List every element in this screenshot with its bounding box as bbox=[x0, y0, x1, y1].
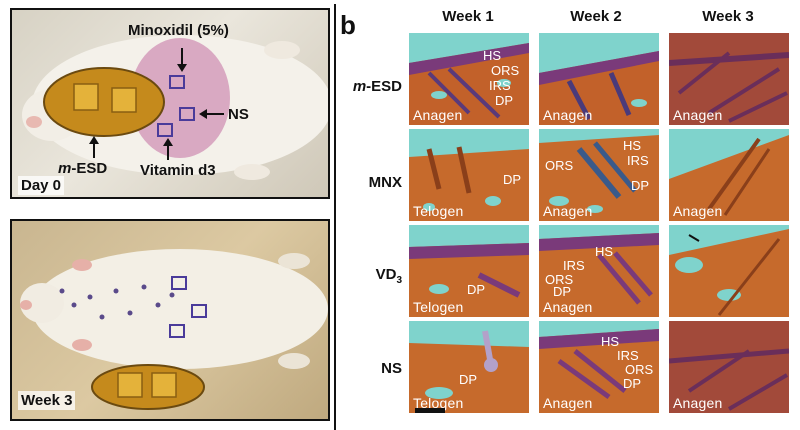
row-header-mnx-text: MNX bbox=[368, 174, 402, 191]
label-dp: DP bbox=[495, 93, 514, 108]
label-hs: HS bbox=[623, 138, 642, 153]
histology-image bbox=[539, 329, 659, 413]
label-irs: IRS bbox=[627, 153, 649, 168]
histology-image bbox=[539, 233, 659, 317]
row-header-vd3: VD3 bbox=[342, 266, 402, 286]
histology-image bbox=[669, 33, 789, 125]
stamp-day0: Day 0 bbox=[18, 176, 65, 195]
tile-vd3-week1: DP Telogen bbox=[408, 224, 530, 318]
row-header-ns: NS bbox=[342, 360, 402, 377]
label-dp: DP bbox=[623, 376, 642, 391]
label-hs: HS bbox=[595, 244, 614, 259]
label-hs: HS bbox=[601, 334, 620, 349]
label-device-rest: -ESD bbox=[71, 160, 108, 177]
label-irs: IRS bbox=[617, 348, 639, 363]
column-header-week2: Week 2 bbox=[570, 8, 622, 25]
photo-day0: Minoxidil (5%) NS m-ESD Vitamin d3 Day 0 bbox=[10, 8, 330, 199]
label-vitamin: Vitamin d3 bbox=[140, 162, 216, 179]
rat-illustration-day0 bbox=[22, 35, 328, 180]
histology-image bbox=[669, 229, 789, 317]
label-ors: ORS bbox=[625, 362, 654, 377]
label-dp: DP bbox=[503, 172, 522, 187]
label-dp: DP bbox=[467, 282, 486, 297]
histology-image bbox=[409, 146, 529, 221]
histology-image bbox=[539, 51, 659, 125]
histology-image bbox=[539, 135, 659, 221]
phase-label: Anagen bbox=[673, 107, 723, 123]
phase-label: Anagen bbox=[673, 395, 723, 411]
tile-mnx-week2: HS IRS ORS DP Anagen bbox=[538, 128, 660, 222]
histology-panel: b Week 1 Week 2 Week 3 m-ESD MNX VD3 NS … bbox=[334, 4, 800, 430]
label-dp: DP bbox=[459, 372, 478, 387]
scale-bar bbox=[415, 408, 445, 413]
tile-ns-week2: HS IRS ORS DP Anagen bbox=[538, 320, 660, 414]
tile-vd3-week3 bbox=[668, 224, 790, 318]
column-header-week1: Week 1 bbox=[442, 8, 494, 25]
label-hs: HS bbox=[483, 48, 502, 63]
label-ors: ORS bbox=[491, 63, 520, 78]
tile-ns-week3: Anagen bbox=[668, 320, 790, 414]
row-header-mesd-italic: m bbox=[352, 78, 367, 95]
label-dp: DP bbox=[553, 284, 572, 299]
phase-label: Anagen bbox=[543, 203, 593, 219]
label-device-italic: m bbox=[58, 160, 72, 177]
tile-mesd-week3: Anagen bbox=[668, 32, 790, 126]
row-header-mesd: m-ESD bbox=[342, 78, 402, 95]
phase-label: Telogen bbox=[413, 203, 464, 219]
column-header-week3: Week 3 bbox=[702, 8, 754, 25]
row-header-vd3-sub: 3 bbox=[396, 275, 402, 286]
phase-label: Telogen bbox=[413, 395, 464, 411]
tile-vd3-week2: HS IRS ORS DP Anagen bbox=[538, 224, 660, 318]
rat-illustration-week3 bbox=[20, 249, 328, 410]
photo-week3: Week 3 bbox=[10, 219, 330, 421]
tile-mnx-week1: DP Telogen bbox=[408, 128, 530, 222]
tile-mnx-week3: Anagen bbox=[668, 128, 790, 222]
histology-image bbox=[669, 321, 789, 413]
tile-mesd-week1: HS ORS IRS DP Anagen bbox=[408, 32, 530, 126]
label-device: m-ESD bbox=[58, 160, 107, 177]
phase-label: Anagen bbox=[543, 395, 593, 411]
phase-label: Anagen bbox=[413, 107, 463, 123]
panel-letter-b: b bbox=[340, 10, 356, 40]
row-header-mnx: MNX bbox=[342, 174, 402, 191]
tile-ns-week1: DP Telogen bbox=[408, 320, 530, 414]
row-header-mesd-rest: -ESD bbox=[366, 78, 402, 95]
phase-label: Telogen bbox=[413, 299, 464, 315]
label-irs: IRS bbox=[489, 78, 511, 93]
label-ns: NS bbox=[228, 106, 249, 123]
histology-image bbox=[409, 243, 529, 317]
phase-label: Anagen bbox=[543, 107, 593, 123]
phase-label: Anagen bbox=[673, 203, 723, 219]
histology-image bbox=[409, 330, 529, 413]
tile-mesd-week2: Anagen bbox=[538, 32, 660, 126]
histology-image bbox=[669, 135, 789, 221]
label-minoxidil: Minoxidil (5%) bbox=[128, 22, 229, 39]
row-header-ns-text: NS bbox=[381, 360, 402, 377]
row-header-vd3-text: VD bbox=[375, 266, 397, 283]
label-ors: ORS bbox=[545, 158, 574, 173]
label-irs: IRS bbox=[563, 258, 585, 273]
stamp-week3: Week 3 bbox=[18, 391, 76, 410]
histology-image bbox=[409, 43, 529, 125]
label-ors: ORS bbox=[545, 272, 574, 287]
phase-label: Anagen bbox=[543, 299, 593, 315]
label-dp: DP bbox=[631, 178, 650, 193]
